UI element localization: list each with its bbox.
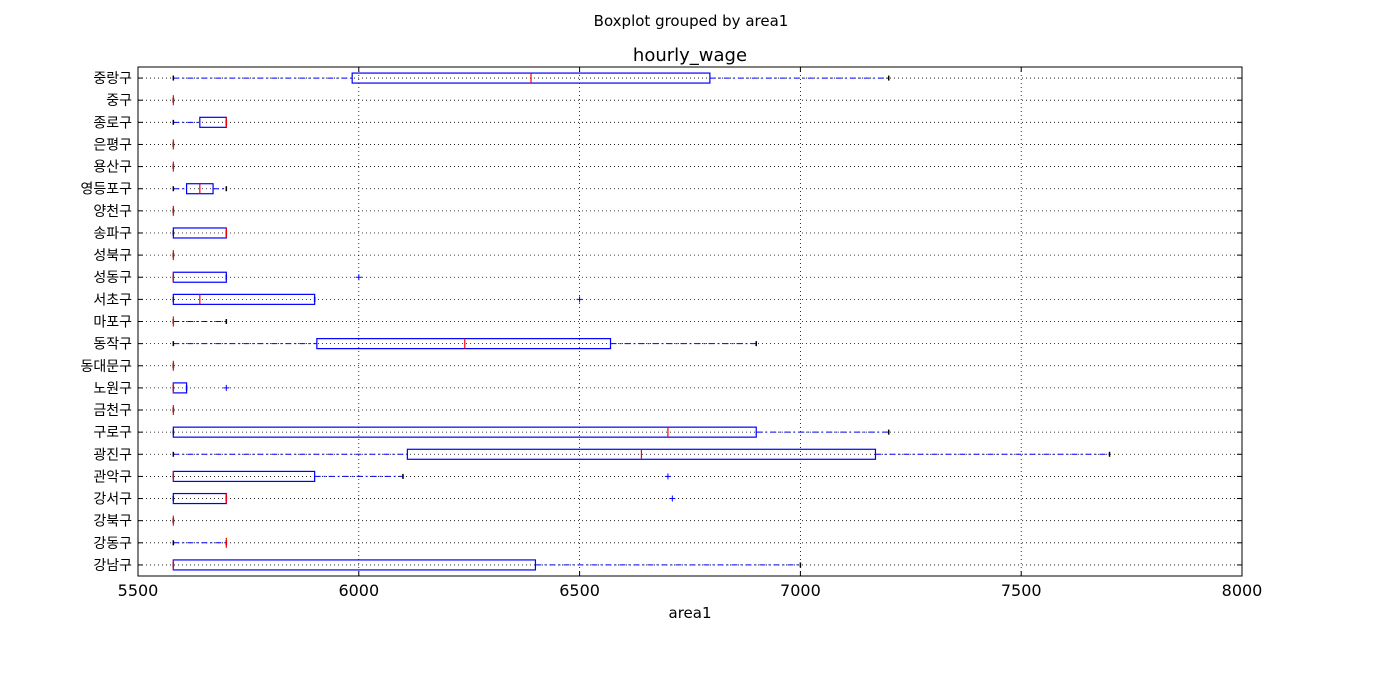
- y-tick-label: 성동구: [93, 270, 132, 286]
- x-axis-label: area1: [669, 604, 712, 622]
- iqr-box: [172, 382, 188, 394]
- x-tick-label: 7500: [1001, 581, 1042, 600]
- x-tick-label: 8000: [1222, 581, 1263, 600]
- iqr-box: [172, 426, 757, 438]
- y-tick-label: 양천구: [93, 204, 132, 220]
- y-tick-label: 강북구: [93, 514, 132, 530]
- box-group: [172, 470, 671, 483]
- y-tick-label: 노원구: [93, 381, 132, 397]
- box-group: [172, 426, 890, 438]
- y-axis-ticks: 강남구 강동구 강북구 강서구 관악구 광진구 구로구 금천구 노원구 동대문구 동작구 마포구 서초구…: [80, 71, 1242, 574]
- x-tick-label: 6500: [559, 581, 600, 600]
- y-tick-label: 용산구: [93, 160, 132, 176]
- x-tick-label: 6000: [338, 581, 379, 600]
- y-tick-label: 종로구: [93, 115, 132, 131]
- iqr-box: [316, 338, 612, 350]
- box-group: [172, 492, 676, 505]
- box-group: [172, 227, 228, 239]
- box-group: [172, 448, 1111, 460]
- box-group: [172, 316, 228, 327]
- box-group: [172, 293, 583, 305]
- y-tick-label: 서초구: [93, 292, 132, 308]
- y-tick-label: 관악구: [93, 469, 132, 485]
- y-tick-label: 강서구: [93, 492, 132, 508]
- y-tick-label: 성북구: [93, 248, 132, 264]
- box-group: [172, 338, 757, 350]
- x-tick-label: 7000: [780, 581, 821, 600]
- box-group: [172, 116, 228, 128]
- iqr-box: [172, 293, 316, 305]
- y-tick-label: 중랑구: [93, 71, 132, 87]
- y-tick-label: 중구: [106, 93, 132, 109]
- y-tick-label: 영등포구: [80, 182, 132, 198]
- y-tick-label: 은평구: [93, 137, 132, 153]
- grid-lines: [138, 67, 1242, 576]
- y-tick-label: 금천구: [93, 403, 132, 419]
- y-tick-label: 마포구: [93, 315, 132, 331]
- y-tick-label: 강동구: [93, 536, 132, 552]
- y-tick-label: 구로구: [93, 425, 132, 441]
- box-group: [172, 183, 228, 195]
- box-group: [172, 72, 890, 84]
- y-tick-label: 광진구: [93, 447, 132, 463]
- x-axis-ticks: 5500 6000 6500 7000 7500 8000: [118, 67, 1263, 600]
- y-tick-label: 동작구: [93, 337, 132, 353]
- plot-title: hourly_wage: [633, 45, 747, 66]
- x-tick-label: 5500: [118, 581, 159, 600]
- box-group: [172, 537, 228, 548]
- box-series: [172, 72, 1111, 571]
- y-tick-label: 동대문구: [80, 359, 132, 375]
- figure-suptitle: Boxplot grouped by area1: [594, 12, 789, 30]
- y-tick-label: 강남구: [93, 558, 132, 574]
- box-group: [172, 271, 362, 283]
- y-tick-label: 송파구: [93, 226, 132, 242]
- box-group: [172, 382, 230, 394]
- box-group: [172, 559, 802, 571]
